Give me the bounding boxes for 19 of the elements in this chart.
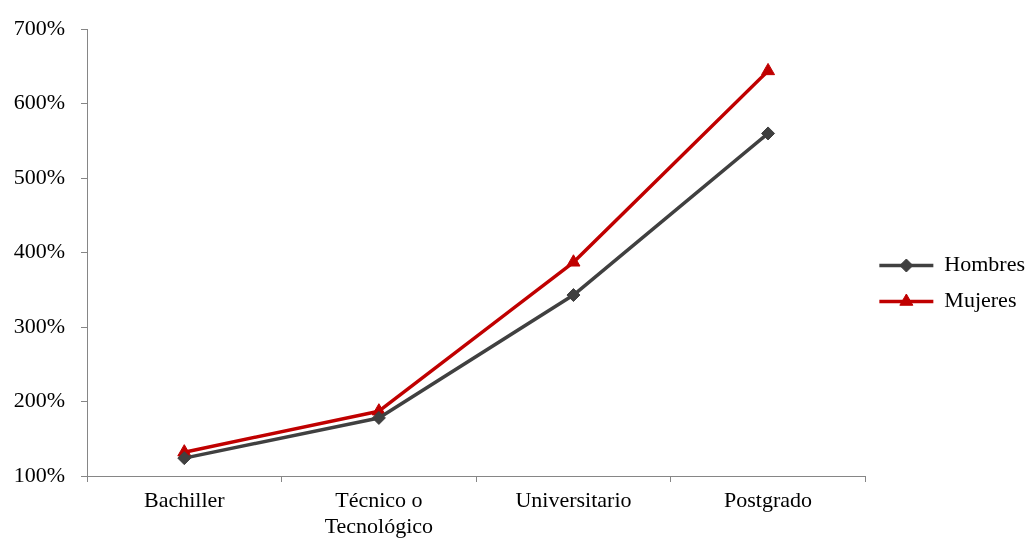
x-tick-label: Universitario (515, 486, 632, 512)
x-tick-label: Postgrado (724, 486, 813, 512)
point (177, 451, 192, 466)
point (566, 254, 581, 267)
y-tick-label: 700% (13, 14, 65, 40)
point (761, 62, 776, 76)
y-tick-label: 500% (13, 163, 65, 189)
x-tick-label: Bachiller (143, 486, 226, 512)
y-tick-label: 600% (13, 89, 65, 115)
legend-label: Mujeres (944, 287, 1017, 313)
y-tick-label: 400% (13, 238, 65, 264)
x-tick-label: Técnico o Tecnológico (324, 486, 434, 539)
legend-label: Hombres (944, 251, 1025, 277)
point (371, 410, 386, 425)
point (566, 288, 581, 303)
y-tick-label: 100% (13, 461, 65, 487)
y-tick-label: 300% (13, 312, 65, 338)
point (761, 126, 776, 141)
y-tick-label: 200% (13, 387, 65, 413)
